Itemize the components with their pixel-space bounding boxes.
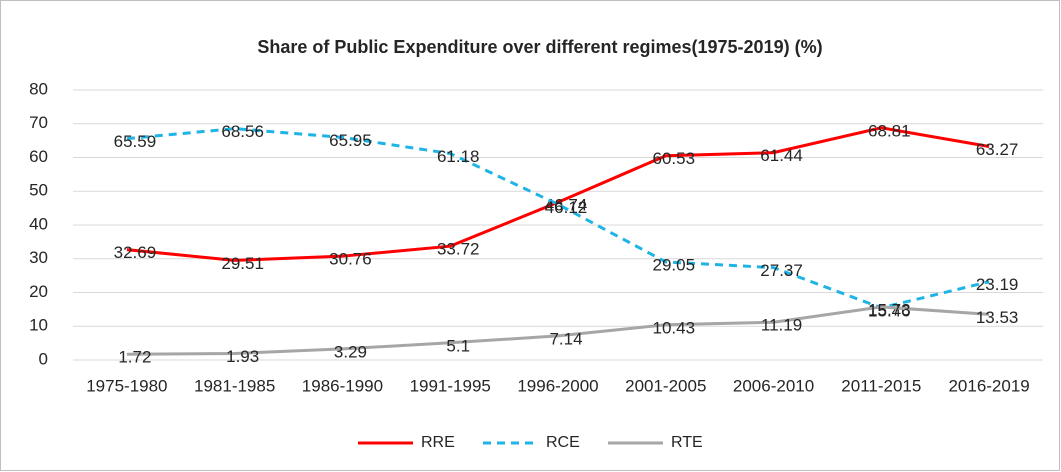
x-tick-label: 2011-2015 bbox=[841, 376, 921, 395]
y-tick-label: 10 bbox=[29, 316, 48, 335]
line-series bbox=[126, 305, 990, 356]
y-tick-label: 80 bbox=[29, 79, 48, 98]
x-tick-label: 1981-1985 bbox=[194, 376, 275, 395]
data-label: 13.53 bbox=[976, 308, 1019, 327]
y-tick-label: 70 bbox=[29, 113, 48, 132]
y-tick-label: 0 bbox=[39, 349, 48, 368]
data-label: 3.29 bbox=[334, 342, 367, 361]
data-label: 33.72 bbox=[437, 240, 480, 259]
data-label: 32.69 bbox=[114, 243, 157, 262]
data-label: 65.95 bbox=[329, 131, 372, 150]
x-tick-label: 1991-1995 bbox=[410, 376, 491, 395]
chart-title: Share of Public Expenditure over differe… bbox=[257, 37, 822, 57]
data-label: 10.43 bbox=[653, 318, 696, 337]
data-label: 46.74 bbox=[545, 196, 588, 215]
legend-label: RCE bbox=[546, 434, 580, 451]
line-series bbox=[126, 127, 990, 310]
legend-label: RRE bbox=[421, 434, 455, 451]
data-label: 23.19 bbox=[976, 275, 1019, 294]
data-label: 63.27 bbox=[976, 140, 1019, 159]
data-label: 5.1 bbox=[446, 336, 470, 355]
y-tick-label: 50 bbox=[29, 181, 48, 200]
y-tick-label: 30 bbox=[29, 248, 48, 267]
x-tick-label: 1975-1980 bbox=[86, 376, 167, 395]
y-tick-label: 40 bbox=[29, 214, 48, 233]
data-label: 1.93 bbox=[226, 347, 259, 366]
data-label: 30.76 bbox=[329, 250, 372, 269]
legend-label: RTE bbox=[671, 434, 703, 451]
x-tick-label: 2016-2019 bbox=[948, 376, 1029, 395]
line-series bbox=[126, 126, 990, 262]
data-label: 46.12 bbox=[545, 198, 588, 217]
data-label: 61.44 bbox=[760, 146, 803, 165]
x-tick-label: 1996-2000 bbox=[517, 376, 598, 395]
data-label: 61.18 bbox=[437, 147, 480, 166]
x-tick-label: 2001-2005 bbox=[625, 376, 706, 395]
data-label: 15.73 bbox=[868, 300, 911, 319]
data-label: 65.59 bbox=[114, 132, 157, 151]
data-label: 68.81 bbox=[868, 121, 911, 140]
data-label: 68.56 bbox=[221, 122, 264, 141]
data-label: 60.53 bbox=[653, 149, 696, 168]
y-tick-label: 20 bbox=[29, 282, 48, 301]
data-label: 1.72 bbox=[118, 348, 151, 367]
data-label: 29.05 bbox=[653, 255, 696, 274]
data-label: 11.19 bbox=[761, 316, 802, 335]
data-label: 29.51 bbox=[221, 254, 264, 273]
x-tick-label: 2006-2010 bbox=[733, 376, 814, 395]
data-label: 27.37 bbox=[760, 261, 803, 280]
x-tick-label: 1986-1990 bbox=[302, 376, 383, 395]
y-tick-label: 60 bbox=[29, 147, 48, 166]
data-label: 7.14 bbox=[549, 329, 582, 348]
